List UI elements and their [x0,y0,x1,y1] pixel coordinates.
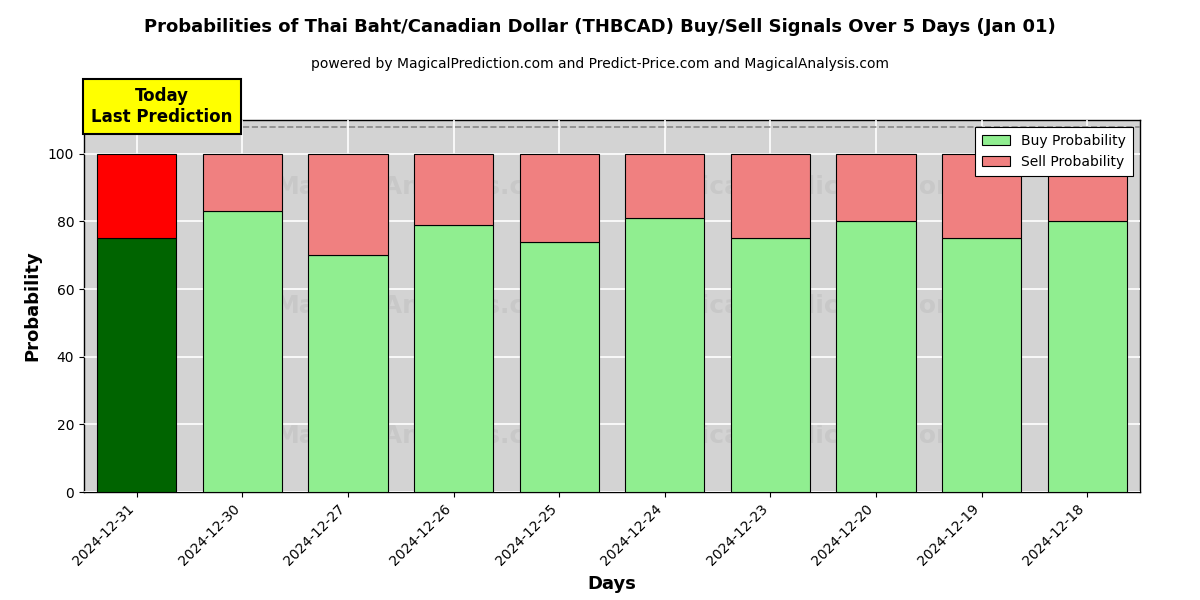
Text: MagicalPrediction.com: MagicalPrediction.com [642,424,962,448]
Text: MagicalAnalysis.com: MagicalAnalysis.com [275,424,569,448]
Bar [520,242,599,492]
Text: MagicalAnalysis.com: MagicalAnalysis.com [275,175,569,199]
Bar [836,154,916,221]
Bar [203,154,282,211]
Bar [731,154,810,238]
Text: powered by MagicalPrediction.com and Predict-Price.com and MagicalAnalysis.com: powered by MagicalPrediction.com and Pre… [311,57,889,71]
Text: Today
Last Prediction: Today Last Prediction [91,87,233,126]
Y-axis label: Probability: Probability [23,251,41,361]
Bar [731,238,810,492]
Bar [942,238,1021,492]
Bar [414,225,493,492]
Text: MagicalAnalysis.com: MagicalAnalysis.com [275,294,569,318]
Bar [308,154,388,255]
Text: Probabilities of Thai Baht/Canadian Dollar (THBCAD) Buy/Sell Signals Over 5 Days: Probabilities of Thai Baht/Canadian Doll… [144,18,1056,36]
Bar [942,154,1021,238]
Bar [836,221,916,492]
Bar [520,154,599,242]
Legend: Buy Probability, Sell Probability: Buy Probability, Sell Probability [976,127,1133,176]
Bar [1048,154,1127,221]
Bar [414,154,493,225]
Bar [308,255,388,492]
Bar [97,154,176,238]
Text: MagicalPrediction.com: MagicalPrediction.com [642,294,962,318]
Bar [97,238,176,492]
Bar [625,154,704,218]
Text: MagicalPrediction.com: MagicalPrediction.com [642,175,962,199]
Bar [1048,221,1127,492]
Bar [625,218,704,492]
X-axis label: Days: Days [588,575,636,593]
Bar [203,211,282,492]
